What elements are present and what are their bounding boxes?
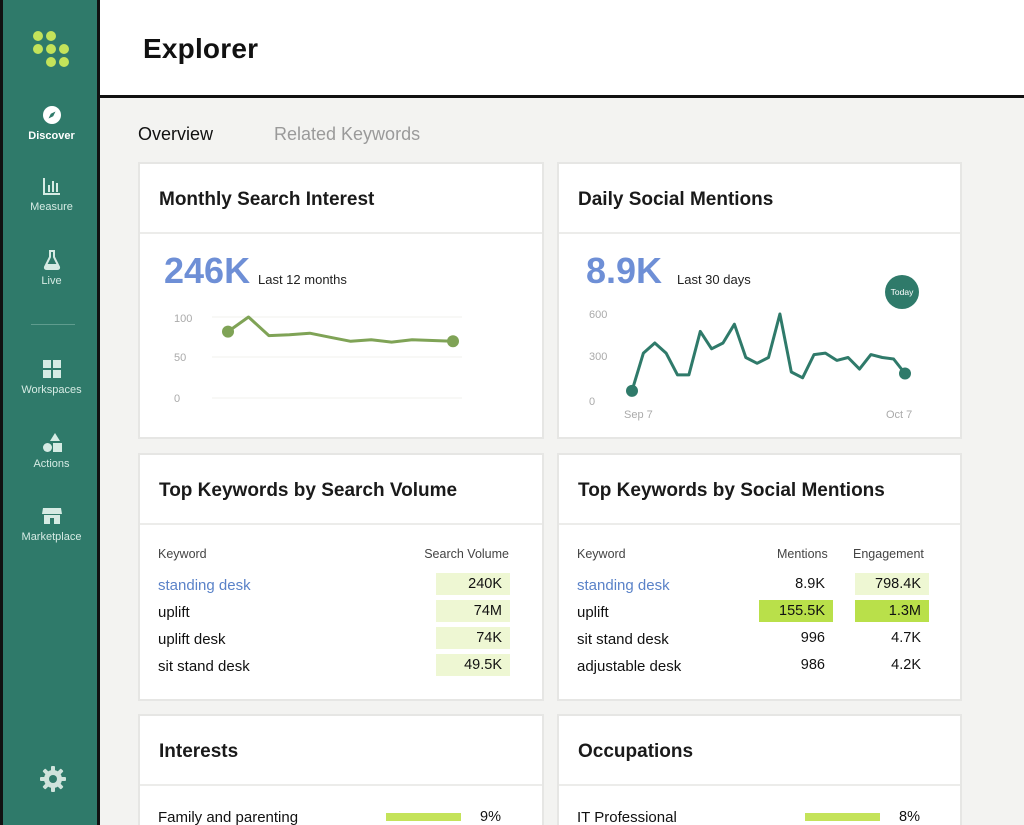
column-header: Keyword: [158, 547, 207, 561]
card-header: Monthly Search Interest: [140, 164, 542, 234]
engagement-cell: 1.3M: [855, 600, 929, 622]
interest-label: Family and parenting: [158, 809, 299, 825]
mentions-cell: 8.9K: [795, 576, 825, 592]
sidebar-item-marketplace[interactable]: Marketplace: [3, 505, 100, 543]
engagement-cell: 798.4K: [855, 573, 929, 595]
sidebar-item-measure[interactable]: Measure: [3, 175, 100, 213]
series-start-point: [626, 384, 638, 397]
bar-chart-icon: [42, 178, 60, 195]
volume-cell: 240K: [436, 573, 510, 595]
series-end-point: [447, 335, 459, 348]
series-end-point: [899, 367, 911, 380]
sidebar: Discover Measure Live Workspaces Ac: [0, 0, 100, 825]
card-title: Top Keywords by Search Volume: [159, 480, 458, 501]
page-header: Explorer: [100, 0, 1024, 98]
keyword-cell: sit stand desk: [158, 658, 250, 675]
search-interest-value: 246K: [164, 250, 251, 291]
sidebar-item-live[interactable]: Live: [3, 249, 100, 287]
sidebar-item-actions[interactable]: Actions: [3, 432, 100, 470]
keyword-cell: adjustable desk: [577, 658, 682, 675]
keyword-cell: uplift desk: [158, 631, 226, 648]
card-title: Occupations: [578, 741, 694, 762]
column-header: Keyword: [577, 547, 626, 561]
card-title: Monthly Search Interest: [159, 189, 375, 210]
keyword-cell: uplift: [577, 604, 609, 621]
search-interest-chart: 100 50 0: [174, 313, 462, 405]
sidebar-item-label: Actions: [33, 458, 70, 470]
mentions-cell: 155.5K: [759, 600, 833, 622]
store-icon: [41, 508, 62, 524]
search-interest-card: Monthly Search Interest 246K Last 12 mon…: [138, 162, 544, 439]
y-tick-label: 100: [174, 313, 192, 325]
x-tick-label: Sep 7: [624, 409, 653, 421]
sidebar-item-label: Workspaces: [21, 384, 82, 396]
keyword-link[interactable]: standing desk: [158, 577, 251, 594]
volume-cell: 49.5K: [436, 654, 510, 676]
sidebar-item-label: Marketplace: [21, 531, 82, 543]
occupation-percent: 8%: [899, 809, 920, 825]
card-title: Interests: [159, 741, 239, 762]
card-title: Top Keywords by Social Mentions: [578, 480, 885, 501]
search-interest-period: Last 12 months: [258, 272, 347, 287]
keyword-link[interactable]: standing desk: [577, 577, 670, 594]
column-header: Search Volume: [424, 547, 509, 561]
gear-icon[interactable]: [39, 765, 67, 793]
volume-cell: 74K: [436, 627, 510, 649]
sidebar-item-discover[interactable]: Discover: [3, 104, 100, 142]
y-tick-label: 0: [174, 393, 180, 405]
interest-bar: [386, 813, 461, 821]
series-start-point: [222, 325, 234, 338]
volume-cell: 74M: [436, 600, 510, 622]
sidebar-item-label: Measure: [30, 201, 73, 213]
sidebar-item-label: Live: [41, 275, 62, 287]
social-mentions-card: Daily Social Mentions 8.9K Last 30 days …: [557, 162, 962, 439]
grid-icon: [42, 360, 61, 378]
engagement-cell: 4.2K: [891, 657, 921, 673]
social-mentions-period: Last 30 days: [677, 272, 751, 287]
tab-overview[interactable]: Overview: [138, 124, 214, 144]
engagement-cell: 4.7K: [891, 630, 921, 646]
sidebar-divider: [31, 324, 75, 325]
keyword-cell: uplift: [158, 604, 190, 621]
tab-related-keywords[interactable]: Related Keywords: [274, 124, 421, 144]
column-header: Engagement: [853, 547, 924, 561]
sidebar-item-workspaces[interactable]: Workspaces: [3, 358, 100, 396]
card-header: Top Keywords by Social Mentions: [559, 455, 960, 525]
occupation-label: IT Professional: [577, 809, 677, 825]
sidebar-item-label: Discover: [28, 130, 75, 142]
logo-icon[interactable]: [33, 31, 73, 67]
series-line: [227, 315, 454, 344]
social-mentions-value: 8.9K: [586, 250, 663, 291]
occupations-card: Occupations IT Professional 8%: [557, 714, 962, 825]
y-tick-label: 300: [589, 351, 607, 363]
card-title: Daily Social Mentions: [578, 189, 774, 210]
y-tick-label: 50: [174, 352, 186, 364]
x-tick-label: Oct 7: [886, 409, 912, 421]
flask-icon: [43, 250, 60, 270]
y-tick-label: 0: [589, 396, 595, 408]
top-social-keywords-card: Top Keywords by Social Mentions Keyword …: [557, 453, 962, 701]
mentions-cell: 986: [800, 657, 825, 673]
series-line: [630, 312, 907, 392]
top-search-keywords-card: Top Keywords by Search Volume Keyword Se…: [138, 453, 544, 701]
today-badge: Today: [885, 275, 919, 309]
column-header: Mentions: [777, 547, 828, 561]
y-tick-label: 600: [589, 309, 607, 321]
compass-icon: [42, 106, 61, 124]
page-title: Explorer: [143, 33, 259, 64]
social-mentions-chart: 600 300 0 Sep 7 Oct 7: [589, 309, 912, 421]
card-header: Top Keywords by Search Volume: [140, 455, 542, 525]
mentions-cell: 996: [800, 630, 825, 646]
shapes-icon: [42, 433, 62, 452]
card-header: Interests: [140, 716, 542, 786]
card-header: Daily Social Mentions: [559, 164, 960, 234]
card-header: Occupations: [559, 716, 960, 786]
interest-percent: 9%: [480, 809, 501, 825]
interests-card: Interests Family and parenting 9%: [138, 714, 544, 825]
keyword-cell: sit stand desk: [577, 631, 669, 648]
occupation-bar: [805, 813, 880, 821]
